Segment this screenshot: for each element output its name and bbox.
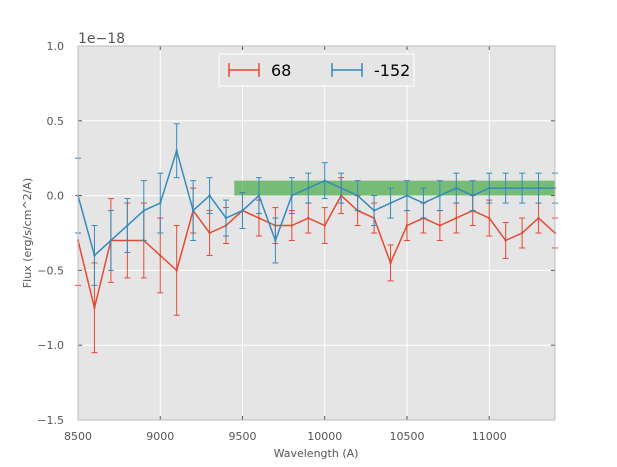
data-point (109, 239, 113, 242)
data-point (257, 216, 261, 220)
plot-background (78, 46, 555, 420)
data-point (93, 254, 96, 257)
data-point (159, 254, 162, 257)
data-point (471, 194, 474, 197)
y-axis-label: Flux (erg/s/cm^2/A) (21, 178, 34, 288)
y-tick-label: 0.5 (47, 115, 65, 128)
x-tick-label: 9000 (146, 430, 174, 443)
data-point (191, 209, 195, 212)
y-tick-label: −1.0 (37, 339, 64, 352)
x-tick-label: 8500 (64, 430, 92, 443)
legend-label: -152 (374, 61, 410, 80)
legend-label: 68 (271, 61, 291, 80)
data-point (208, 194, 211, 197)
series-line (77, 194, 556, 308)
x-axis-label: Wavelength (A) (274, 447, 359, 460)
data-point (175, 149, 178, 152)
tick-layer: 8500 9000 9500 10000 10500 11000 −1.5 −1.0 −0.5 0… (37, 40, 556, 443)
series-line (77, 148, 555, 257)
y-tick-label: −0.5 (37, 264, 64, 277)
data-point (175, 269, 178, 272)
data-point (488, 186, 491, 190)
data-point (389, 201, 392, 205)
data-point (241, 209, 244, 212)
data-point (142, 209, 145, 212)
data-point (405, 194, 409, 197)
x-tick-label: 10000 (307, 430, 342, 443)
data-point (520, 186, 524, 190)
data-point (537, 186, 540, 190)
data-point (323, 224, 326, 227)
data-point (257, 194, 261, 197)
data-point (323, 179, 326, 182)
data-point (339, 186, 343, 190)
series (75, 123, 558, 286)
data-point (159, 201, 162, 205)
x-tick-label: 11000 (472, 430, 507, 443)
data-point (438, 194, 442, 197)
y-tick-label: −1.5 (37, 414, 64, 427)
y-tick-label: 1.0 (47, 40, 65, 53)
data-point (520, 231, 524, 235)
data-point (455, 186, 458, 190)
data-point (274, 239, 277, 242)
data-point (455, 216, 458, 220)
y-tick-label: 0.0 (47, 190, 65, 203)
plot-frame (77, 45, 556, 421)
data-point (405, 224, 409, 227)
data-point (93, 306, 96, 309)
data-point (389, 261, 392, 265)
data-point (504, 186, 507, 190)
data-point (290, 194, 294, 197)
data-point (307, 216, 310, 220)
x-tick-label: 10500 (389, 430, 424, 443)
data-point (208, 231, 211, 235)
data-point (356, 194, 359, 197)
data-point (422, 201, 425, 205)
data-point (504, 239, 507, 242)
x-tick-label: 9500 (228, 430, 256, 443)
data-point (488, 216, 491, 220)
data-point (307, 186, 310, 190)
data-point (126, 224, 129, 227)
data-point (372, 209, 376, 212)
highlight-band-layer (234, 180, 556, 196)
highlight-band (234, 180, 556, 196)
data-point (224, 216, 228, 220)
y-offset-label: 1e−18 (78, 31, 125, 47)
data-point (438, 224, 442, 227)
data-point (537, 216, 540, 220)
legend: 68 -152 (218, 53, 415, 87)
data-point (290, 224, 294, 227)
legend-entries: 68 -152 (228, 61, 410, 80)
